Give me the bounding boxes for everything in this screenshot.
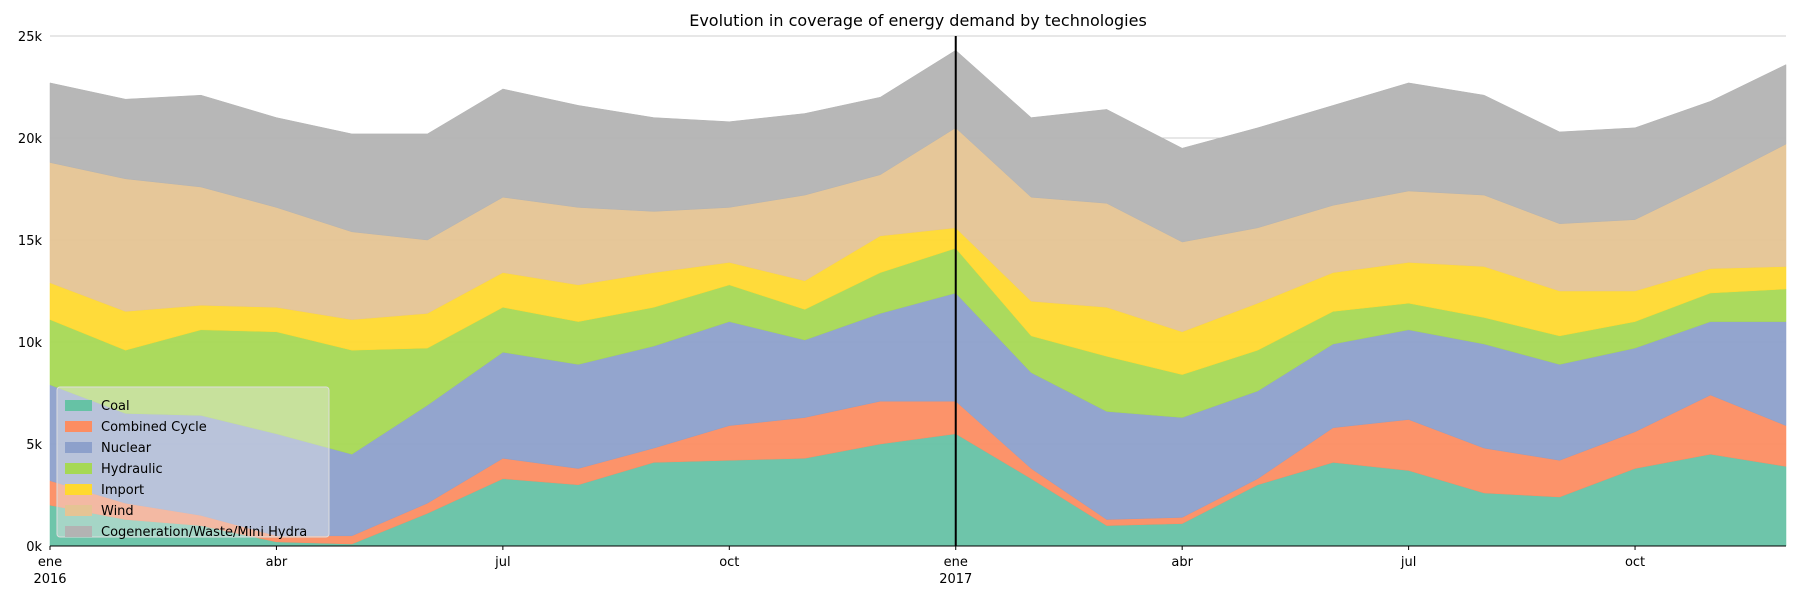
axes: 0k 5k 10k 15k 20k 25k ene 2016 abr jul oct ene 2017 a… — [18, 30, 1786, 587]
y-tick-label: 15k — [18, 234, 43, 249]
x-tick-label: jul — [1400, 555, 1416, 570]
legend-label: Combined Cycle — [101, 420, 207, 435]
y-tick-label: 0k — [26, 540, 42, 555]
x-tick-label: oct — [719, 555, 739, 570]
area-series-cogeneration-waste-mini-hydra — [49, 49, 1787, 243]
legend-swatch — [65, 421, 92, 432]
legend: Coal Combined Cycle Nuclear Hydraulic Import… — [56, 386, 330, 540]
legend-swatch — [65, 463, 92, 474]
legend-label: Nuclear — [101, 441, 152, 456]
y-tick-label: 20k — [18, 132, 43, 147]
x-tick-label: oct — [1625, 555, 1645, 570]
y-tick-label: 5k — [26, 438, 42, 453]
x-tick-label: abr — [266, 555, 288, 570]
legend-label: Coal — [101, 399, 130, 414]
legend-swatch — [65, 505, 92, 516]
legend-label: Wind — [101, 504, 134, 519]
area-series-group — [49, 49, 1787, 547]
y-tick-label: 10k — [18, 336, 43, 351]
legend-swatch — [65, 442, 92, 453]
x-tick-label: jul — [494, 555, 510, 570]
legend-label: Hydraulic — [101, 462, 163, 477]
x-tick-label: ene — [944, 555, 968, 570]
x-tick-year-label: 2016 — [33, 572, 66, 587]
legend-box — [56, 386, 330, 538]
legend-swatch — [65, 400, 92, 411]
x-tick-label: abr — [1171, 555, 1193, 570]
x-tick-year-label: 2017 — [939, 572, 972, 587]
y-tick-label: 25k — [18, 30, 43, 45]
legend-label: Cogeneration/Waste/Mini Hydra — [101, 525, 307, 540]
chart-title: Evolution in coverage of energy demand b… — [689, 11, 1147, 30]
legend-swatch — [65, 526, 92, 537]
legend-swatch — [65, 484, 92, 495]
legend-label: Import — [101, 483, 144, 498]
x-tick-label: ene — [38, 555, 62, 570]
